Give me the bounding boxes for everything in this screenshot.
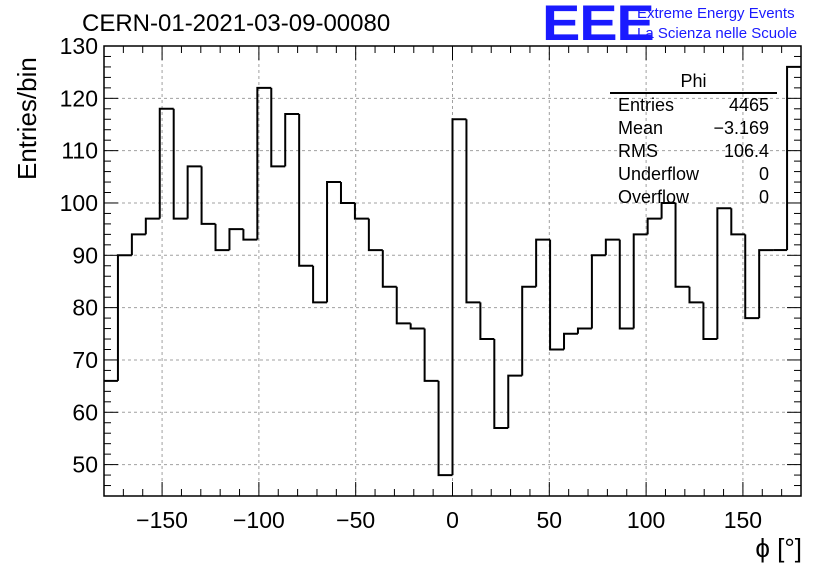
histogram-bin bbox=[256, 86, 272, 240]
histogram-bin bbox=[535, 238, 551, 287]
histogram-bin bbox=[353, 202, 369, 220]
histogram-bin bbox=[521, 285, 537, 376]
y-tick-label: 50 bbox=[72, 452, 98, 478]
chart-title: CERN-01-2021-03-09-00080 bbox=[82, 10, 391, 37]
histogram-bin bbox=[214, 223, 230, 252]
stats-value: 4465 bbox=[728, 95, 769, 115]
x-tick-label: −50 bbox=[336, 507, 375, 533]
histogram-bin bbox=[116, 254, 132, 381]
histogram-bin bbox=[437, 380, 453, 477]
stats-label: Entries bbox=[618, 95, 675, 115]
histogram-bin bbox=[423, 328, 439, 382]
stats-label: Mean bbox=[618, 118, 664, 138]
histogram-bin bbox=[130, 233, 146, 256]
x-axis-label: ϕ [°] bbox=[755, 533, 802, 563]
histogram-bin bbox=[228, 228, 244, 251]
histogram-bin bbox=[242, 229, 258, 241]
logo-caption: Extreme Energy Events La Scienza nelle S… bbox=[637, 4, 797, 44]
stats-value: 0 bbox=[758, 187, 769, 207]
x-tick-label: 100 bbox=[627, 507, 665, 533]
histogram-bin bbox=[172, 108, 188, 220]
stats-row: Overflow 0 bbox=[610, 186, 777, 209]
histogram-bin bbox=[284, 113, 300, 167]
histogram-bin bbox=[786, 65, 801, 251]
stats-value: −3.169 bbox=[713, 118, 769, 138]
histogram-bin bbox=[186, 165, 202, 219]
histogram-bin bbox=[563, 332, 578, 350]
stats-title: Phi bbox=[610, 70, 777, 94]
y-tick-label: 70 bbox=[72, 347, 98, 373]
logo-line-1: Extreme Energy Events bbox=[637, 5, 795, 22]
histogram-bin bbox=[730, 208, 746, 236]
histogram-bin bbox=[409, 323, 425, 330]
histogram-bin bbox=[674, 202, 690, 288]
y-tick-label: 60 bbox=[72, 399, 98, 425]
histogram-bin bbox=[367, 218, 383, 252]
histogram-bin bbox=[604, 238, 620, 256]
y-tick-label: 130 bbox=[60, 33, 98, 59]
histogram-bin bbox=[549, 239, 565, 351]
histogram-bin bbox=[660, 201, 676, 219]
y-axis-label: Entries/bin bbox=[12, 57, 42, 180]
histogram-bin bbox=[298, 114, 314, 267]
eee-logo: EEE bbox=[542, 0, 655, 51]
stats-row: Mean −3.169 bbox=[610, 117, 777, 140]
histogram-bin bbox=[618, 239, 634, 330]
y-tick-label: 120 bbox=[60, 85, 98, 111]
stats-value: 106.4 bbox=[723, 141, 769, 161]
histogram-bin bbox=[339, 182, 355, 204]
stats-value: 0 bbox=[758, 164, 769, 184]
histogram-bin bbox=[200, 166, 216, 225]
stats-label: Underflow bbox=[618, 164, 700, 184]
logo-line-2: La Scienza nelle Scuole bbox=[637, 25, 798, 42]
x-tick-label: 50 bbox=[537, 507, 563, 533]
histogram-bin bbox=[451, 118, 467, 476]
histogram-bin bbox=[465, 119, 481, 304]
stats-label: Overflow bbox=[618, 187, 690, 207]
histogram-bin bbox=[381, 250, 397, 288]
histogram-bin bbox=[270, 87, 286, 168]
histogram-bin bbox=[716, 207, 732, 340]
histogram-bin bbox=[507, 374, 523, 428]
histogram-bin bbox=[646, 217, 662, 235]
histogram-bin bbox=[758, 249, 774, 319]
y-tick-label: 110 bbox=[61, 138, 98, 164]
y-tick-label: 80 bbox=[72, 295, 98, 321]
stats-label: RMS bbox=[618, 141, 658, 161]
histogram-bin bbox=[590, 254, 606, 329]
stats-box: Phi Entries 4465 Mean −3.169 RMS 106.4 Underfl… bbox=[610, 70, 777, 209]
x-tick-label: −100 bbox=[233, 507, 285, 533]
y-tick-label: 90 bbox=[72, 242, 98, 268]
histogram-bin bbox=[144, 217, 160, 235]
stats-row: Underflow 0 bbox=[610, 163, 777, 186]
histogram-bin bbox=[479, 302, 495, 341]
histogram-bin bbox=[158, 107, 174, 219]
x-tick-label: 0 bbox=[446, 507, 459, 533]
histogram-bin bbox=[576, 327, 592, 334]
histogram-bin bbox=[632, 233, 648, 329]
y-tick-label: 100 bbox=[60, 190, 98, 216]
stats-row: Entries 4465 bbox=[610, 94, 777, 117]
histogram-bin bbox=[702, 302, 718, 341]
histogram-bin bbox=[744, 234, 760, 320]
histogram-bin bbox=[326, 181, 341, 303]
histogram-bin bbox=[688, 286, 704, 304]
histogram-bin bbox=[312, 265, 328, 304]
stats-row: RMS 106.4 bbox=[610, 140, 777, 163]
histogram-bin bbox=[395, 286, 411, 325]
histogram-bin bbox=[493, 339, 509, 429]
x-tick-label: 150 bbox=[724, 507, 762, 533]
x-tick-label: −150 bbox=[136, 507, 188, 533]
